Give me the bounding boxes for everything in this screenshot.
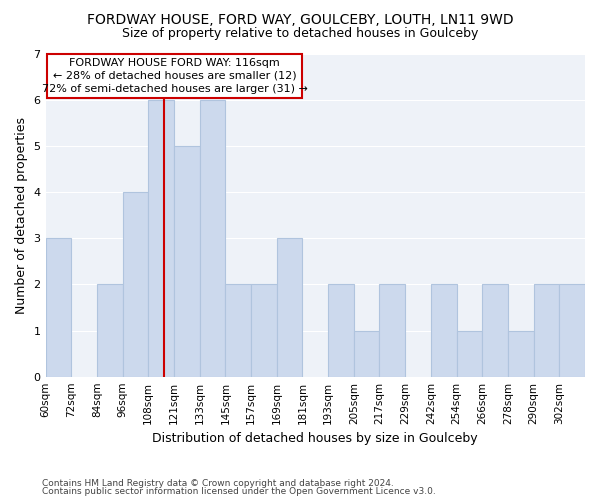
- Text: Size of property relative to detached houses in Goulceby: Size of property relative to detached ho…: [122, 28, 478, 40]
- Text: FORDWAY HOUSE FORD WAY: 116sqm
← 28% of detached houses are smaller (12)
72% of : FORDWAY HOUSE FORD WAY: 116sqm ← 28% of …: [41, 58, 308, 94]
- Bar: [97, 284, 122, 376]
- FancyBboxPatch shape: [47, 54, 302, 98]
- Bar: [122, 192, 148, 376]
- Bar: [354, 330, 379, 376]
- Text: FORDWAY HOUSE, FORD WAY, GOULCEBY, LOUTH, LN11 9WD: FORDWAY HOUSE, FORD WAY, GOULCEBY, LOUTH…: [86, 12, 514, 26]
- Bar: [508, 330, 533, 376]
- Bar: [251, 284, 277, 376]
- Y-axis label: Number of detached properties: Number of detached properties: [15, 117, 28, 314]
- X-axis label: Distribution of detached houses by size in Goulceby: Distribution of detached houses by size …: [152, 432, 478, 445]
- Bar: [379, 284, 405, 376]
- Bar: [226, 284, 251, 376]
- Text: Contains HM Land Registry data © Crown copyright and database right 2024.: Contains HM Land Registry data © Crown c…: [42, 478, 394, 488]
- Bar: [328, 284, 354, 376]
- Bar: [457, 330, 482, 376]
- Bar: [559, 284, 585, 376]
- Text: Contains public sector information licensed under the Open Government Licence v3: Contains public sector information licen…: [42, 487, 436, 496]
- Bar: [533, 284, 559, 376]
- Bar: [200, 100, 226, 376]
- Bar: [431, 284, 457, 376]
- Bar: [148, 100, 174, 376]
- Bar: [46, 238, 71, 376]
- Bar: [277, 238, 302, 376]
- Bar: [482, 284, 508, 376]
- Bar: [174, 146, 200, 376]
